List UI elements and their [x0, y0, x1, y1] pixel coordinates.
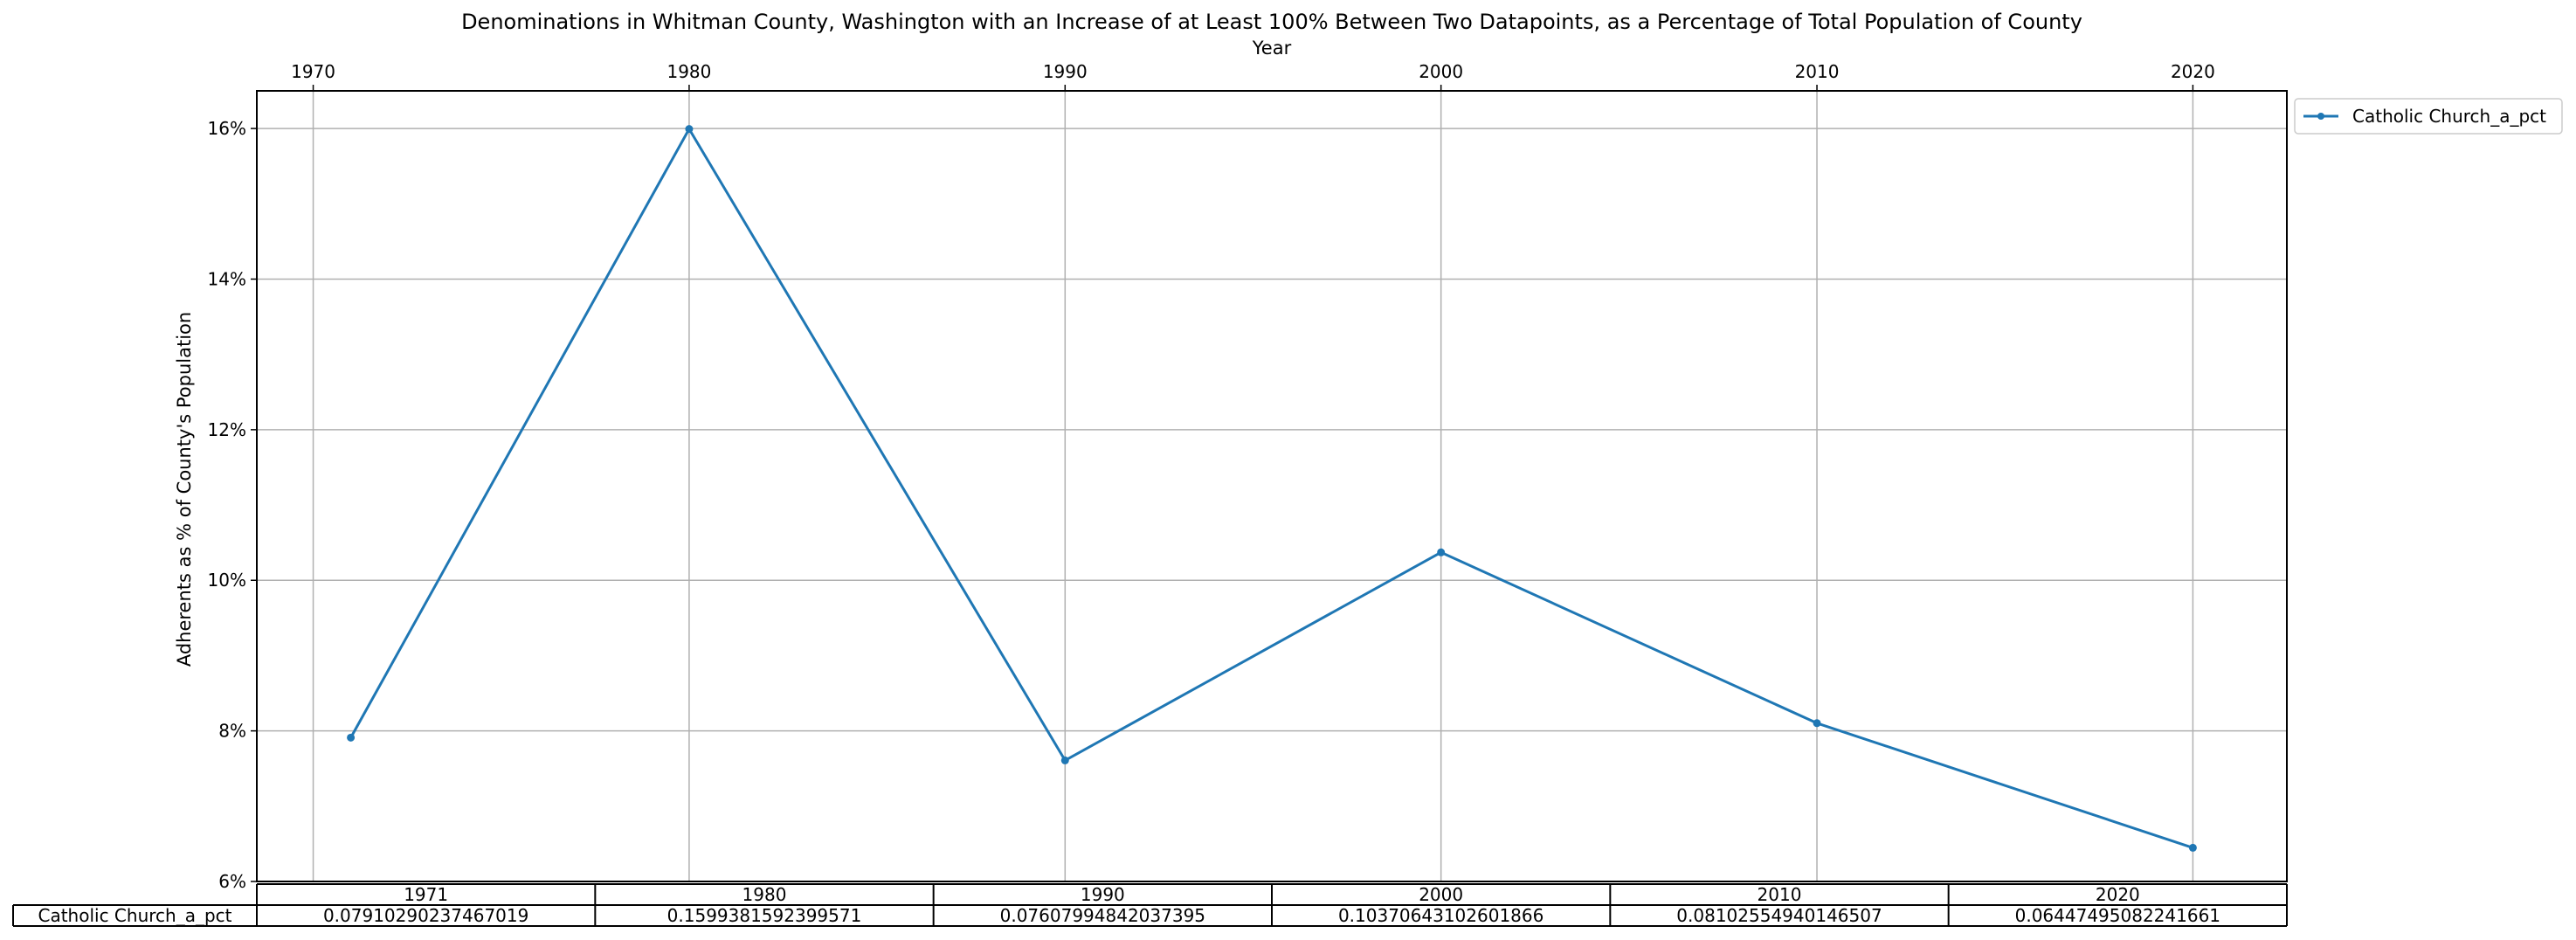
x-tick-label: 1970 — [291, 61, 335, 82]
y-tick-label: 16% — [208, 118, 246, 139]
table-column-header: 1980 — [742, 884, 787, 905]
table-row-label: Catholic Church_a_pct — [38, 905, 231, 926]
table-column-header: 2010 — [1758, 884, 1802, 905]
legend-box — [2294, 98, 2563, 135]
data-point — [1060, 756, 1069, 764]
legend-swatch-marker — [2317, 113, 2324, 120]
legend-label: Catholic Church_a_pct — [2352, 106, 2546, 127]
table-cell: 0.1599381592399571 — [667, 905, 862, 926]
legend: Catholic Church_a_pct — [2294, 98, 2563, 135]
y-tick-label: 6% — [218, 871, 246, 892]
x-tick-label: 1980 — [666, 61, 711, 82]
gridlines — [257, 91, 2287, 882]
table-column-header: 2000 — [1419, 884, 1463, 905]
data-point — [1813, 719, 1821, 728]
data-table: 1971 1980 1990 2000 2010 2020 Catholic Church_… — [12, 883, 2288, 927]
y-axis-label: Adherents as % of County's Population — [174, 312, 195, 667]
table-cell: 0.06447495082241661 — [2015, 905, 2220, 926]
data-point — [685, 125, 694, 134]
table-cell: 0.10370643102601866 — [1338, 905, 1544, 926]
data-point — [2188, 843, 2197, 852]
y-tick-label: 12% — [208, 419, 246, 440]
x-tick-label: 2010 — [1795, 61, 1840, 82]
y-tick-label: 14% — [208, 268, 246, 289]
table-column-header: 1971 — [404, 884, 448, 905]
data-point — [1437, 548, 1446, 556]
x-tick-label: 2020 — [2171, 61, 2215, 82]
plot-frame — [256, 90, 2288, 882]
y-tick-label: 10% — [208, 570, 246, 591]
x-tick-label: 2000 — [1419, 61, 1463, 82]
table-cell: 0.07607994842037395 — [1000, 905, 1205, 926]
x-tick-label: 1990 — [1043, 61, 1088, 82]
table-column-header: 2020 — [2096, 884, 2140, 905]
data-point — [347, 733, 356, 742]
y-ticks: 6% 8% 10% 12% 14% 16% — [208, 118, 257, 892]
series-layer — [347, 125, 2197, 852]
x-axis-label: Year — [1252, 38, 1292, 59]
chart-title: Denominations in Whitman County, Washing… — [461, 10, 2082, 34]
table-column-header: 1990 — [1081, 884, 1125, 905]
series-line — [349, 128, 2193, 849]
x-ticks: 1970 1980 1990 2000 2010 2020 — [291, 61, 2215, 91]
table-cell: 0.07910290237467019 — [323, 905, 528, 926]
table-cell: 0.08102554940146507 — [1676, 905, 1882, 926]
y-tick-label: 8% — [218, 721, 246, 742]
